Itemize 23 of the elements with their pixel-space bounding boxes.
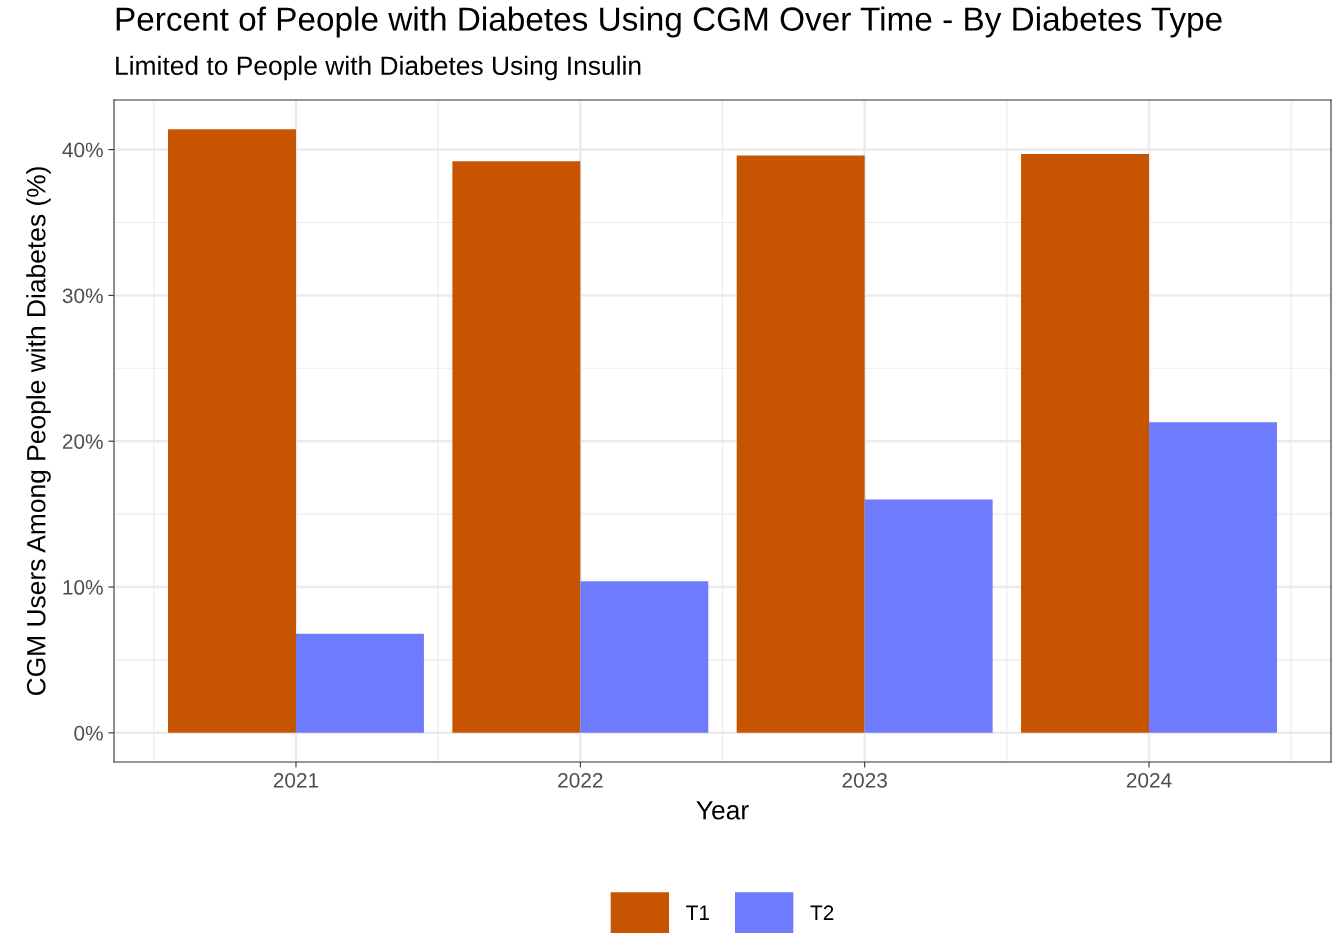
chart-title: Percent of People with Diabetes Using CGM Over Time - By Diabetes Type [116,6,1222,38]
bar [580,581,709,733]
bar [736,155,865,733]
x-tick-label: 2024 [1126,772,1172,788]
x-axis-title: Year [696,801,749,820]
bar [295,633,424,733]
bar [452,161,581,733]
bar [1021,153,1150,733]
legend-label: T2 [810,905,834,920]
bar [864,499,993,733]
y-axis-title: CGM Users Among People with Diabetes (%) [26,167,51,696]
y-tick-label: 20% [62,434,103,449]
y-tick-label: 0% [74,725,103,741]
chart-subtitle: Limited to People with Diabetes Using Insulin [116,55,641,81]
bar [168,129,296,733]
y-tick-label: 40% [62,142,103,158]
x-tick-label: 2023 [842,772,887,788]
legend-label: T1 [686,905,709,920]
y-tick-label: 10% [63,580,103,595]
x-tick-label: 2022 [558,772,603,788]
x-tick-label: 2021 [273,772,319,788]
bar [1149,422,1277,733]
y-tick-label: 30% [62,288,103,304]
